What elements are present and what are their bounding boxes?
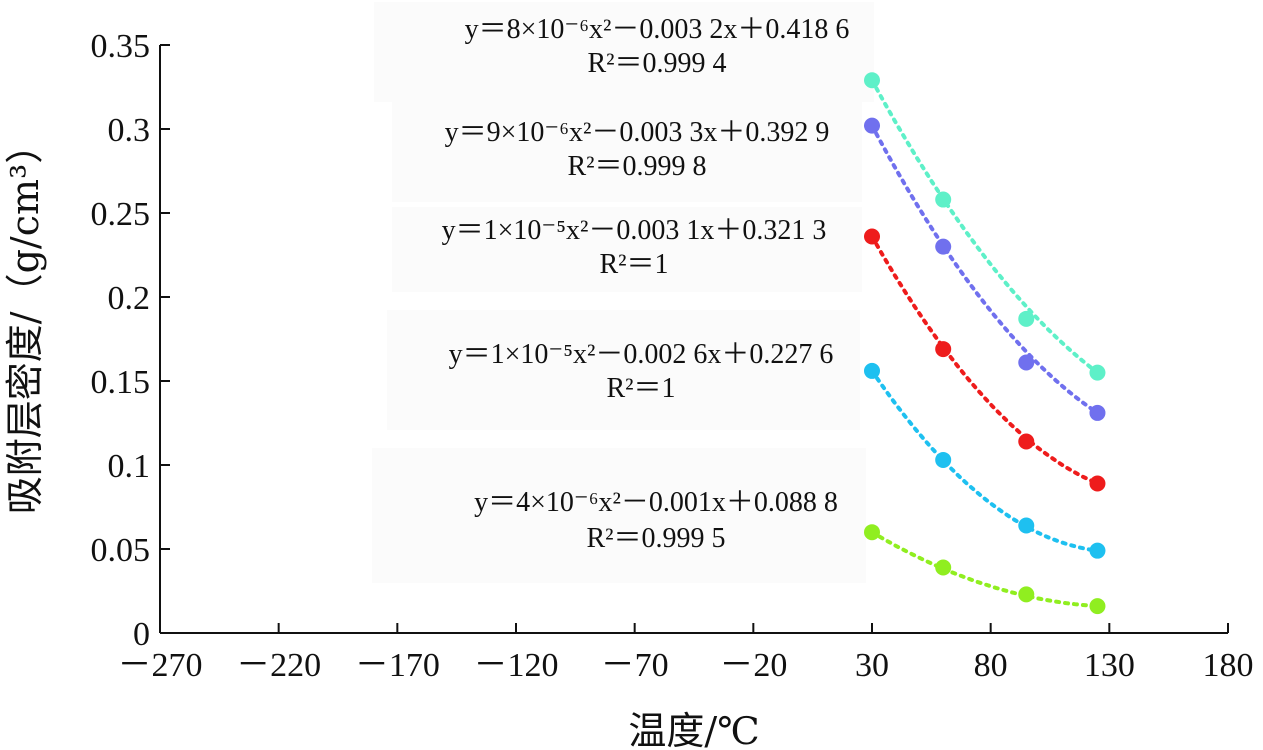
data-point: [864, 72, 880, 89]
y-tick-label: 0.2: [108, 280, 151, 317]
data-point: [935, 451, 952, 468]
r-squared-label: R²＝0.999 8: [567, 151, 706, 182]
y-tick-label: 0.35: [91, 28, 151, 65]
trendline: [870, 368, 1100, 553]
equation-background: [392, 207, 862, 292]
x-tick-label: －70: [601, 647, 669, 684]
equation-background: [392, 102, 862, 202]
data-point: [1018, 354, 1035, 371]
x-tick-label: 180: [1203, 647, 1254, 684]
data-point: [864, 524, 880, 541]
y-tick-label: 0: [133, 616, 150, 653]
data-point: [1089, 542, 1106, 559]
x-tick-label: 130: [1084, 647, 1135, 684]
x-tick-label: －170: [355, 647, 440, 684]
r-squared-label: R²＝0.999 5: [586, 523, 725, 554]
trendline: [870, 530, 1100, 609]
fit-equation: y＝1×10⁻⁵x²－0.002 6x＋0.227 6: [449, 339, 834, 370]
data-point: [1018, 310, 1035, 327]
data-point: [1089, 475, 1106, 492]
y-tick-label: 0.25: [91, 196, 151, 233]
data-point: [935, 191, 952, 208]
chart-axes: －270 －220 －170 －120 －70 －20 30 80 130 180 0 0.05 0.1…: [91, 28, 1254, 684]
data-point: [1089, 598, 1106, 615]
y-axis-title: 吸附层密度/（g/cm³）: [3, 126, 47, 514]
x-tick-label: －270: [118, 647, 203, 684]
x-tick-label: －20: [719, 647, 787, 684]
trendline: [870, 123, 1100, 415]
trendline: [870, 234, 1100, 486]
data-point: [864, 362, 880, 379]
y-tick-label: 0.3: [108, 112, 151, 149]
fit-equation: y＝8×10⁻⁶x²－0.003 2x＋0.418 6: [465, 14, 850, 45]
x-axis-title: 温度/℃: [628, 709, 759, 750]
data-point: [1018, 433, 1035, 450]
data-points: [864, 72, 1106, 615]
x-tick-label: 30: [855, 647, 889, 684]
data-point: [1018, 586, 1035, 603]
equation-background: [374, 2, 874, 102]
x-tick-label: －120: [474, 647, 559, 684]
data-point: [1018, 517, 1035, 534]
trendline: [870, 78, 1100, 375]
data-point: [935, 238, 952, 255]
data-point: [1089, 404, 1106, 421]
y-tick-label: 0.05: [91, 532, 151, 569]
y-tick-label: 0.15: [91, 364, 151, 401]
r-squared-label: R²＝1: [606, 373, 675, 404]
y-tick-label: 0.1: [108, 448, 151, 485]
equation-annotations: y＝8×10⁻⁶x²－0.003 2x＋0.418 6R²＝0.999 4 y＝9…: [372, 2, 874, 583]
fit-equation: y＝4×10⁻⁶x²－0.001x＋0.088 8: [474, 487, 838, 518]
fit-equation: y＝1×10⁻⁵x²－0.003 1x＋0.321 3: [442, 215, 827, 246]
equation-background: [387, 310, 860, 430]
x-tick-label: 80: [974, 647, 1008, 684]
data-point: [864, 117, 880, 134]
data-point: [864, 228, 880, 245]
fit-equation: y＝9×10⁻⁶x²－0.003 3x＋0.392 9: [445, 117, 830, 148]
data-point: [935, 341, 952, 358]
r-squared-label: R²＝0.999 4: [587, 48, 726, 79]
x-tick-label: －220: [236, 647, 321, 684]
data-point: [935, 559, 952, 576]
trendlines: [870, 78, 1100, 609]
r-squared-label: R²＝1: [599, 249, 668, 280]
equation-background: [372, 448, 866, 583]
data-point: [1089, 364, 1106, 381]
